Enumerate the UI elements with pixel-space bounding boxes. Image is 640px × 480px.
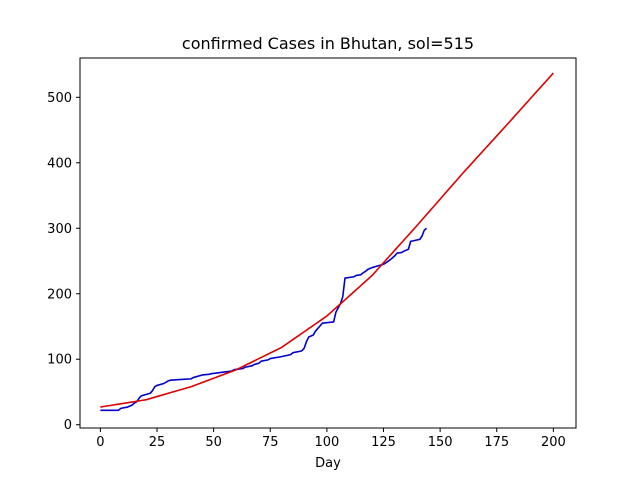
y-tick-label: 0 — [64, 418, 72, 433]
x-tick-label: 150 — [428, 435, 453, 450]
x-tick-label: 50 — [205, 435, 222, 450]
y-tick-label: 500 — [47, 91, 72, 106]
series-line-1 — [100, 227, 428, 412]
x-tick-label: 125 — [371, 435, 396, 450]
y-tick-label: 300 — [47, 222, 72, 237]
x-axis-label: Day — [315, 456, 341, 471]
x-tick-label: 100 — [314, 435, 339, 450]
plot-area: 0 25 50 75 100 125 150 175 200 0 100 200 300 400 500 — [47, 57, 577, 450]
x-tick-label: 25 — [149, 435, 166, 450]
x-tick-label: 175 — [484, 435, 509, 450]
x-tick-label: 75 — [262, 435, 279, 450]
y-tick-label: 100 — [47, 353, 72, 368]
x-tick-label: 200 — [541, 435, 566, 450]
chart-title: confirmed Cases in Bhutan, sol=515 — [182, 34, 474, 53]
axes-frame — [79, 57, 577, 429]
x-tick-label: 0 — [96, 435, 104, 450]
y-tick-label: 200 — [47, 287, 72, 302]
y-tick-label: 400 — [47, 156, 72, 171]
series-line-2 — [100, 72, 554, 408]
